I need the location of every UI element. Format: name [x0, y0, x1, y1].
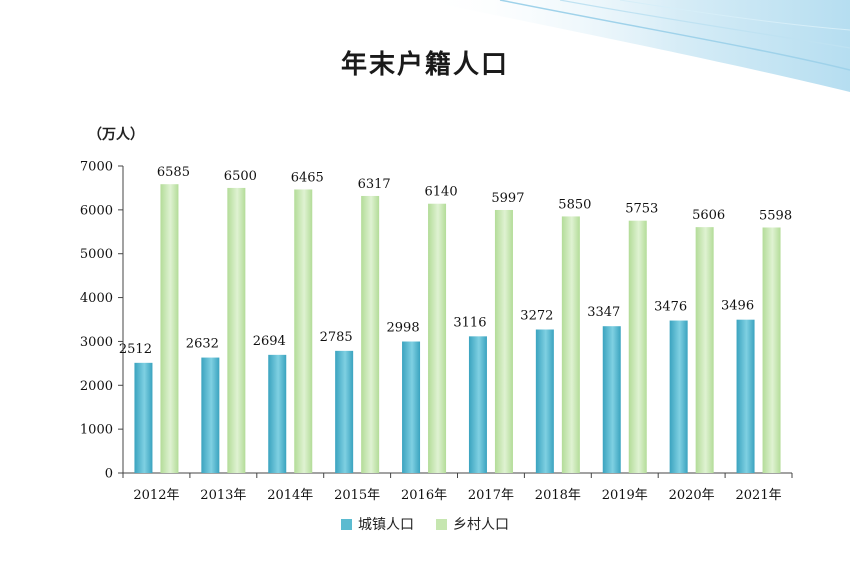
x-tick-label: 2020年	[669, 488, 715, 503]
x-tick-label: 2013年	[200, 488, 246, 503]
data-label-urban: 2785	[320, 330, 353, 345]
decorative-wave-banner	[420, 0, 850, 92]
data-label-rural: 6585	[157, 165, 190, 180]
x-tick-label: 2014年	[267, 488, 313, 503]
bar-urban	[335, 350, 354, 473]
bar-urban	[468, 336, 487, 473]
data-label-rural: 5850	[558, 197, 591, 212]
data-label-rural: 5606	[692, 208, 725, 223]
bar-urban	[602, 326, 621, 473]
bar-rural	[361, 195, 380, 474]
legend-item-urban: 城镇人口	[341, 514, 414, 534]
data-label-rural: 5997	[491, 191, 524, 206]
legend-swatch-rural	[436, 518, 447, 530]
bar-urban	[736, 319, 755, 473]
y-tick-label: 3000	[80, 335, 113, 350]
y-axis-unit-label: （万人）	[88, 127, 144, 143]
chart-legend: 城镇人口 乡村人口	[0, 514, 850, 534]
y-tick-label: 1000	[80, 423, 113, 438]
bar-rural	[294, 189, 313, 474]
data-label-urban: 3476	[654, 300, 687, 315]
bar-urban	[201, 357, 220, 473]
y-tick-label: 5000	[80, 247, 113, 262]
data-label-urban: 2632	[186, 337, 219, 352]
bar-rural	[628, 220, 647, 473]
data-label-urban: 3496	[721, 299, 754, 314]
x-tick-label: 2016年	[401, 488, 447, 503]
x-tick-label: 2017年	[468, 488, 514, 503]
bar-rural	[695, 227, 714, 473]
data-label-rural: 5598	[759, 208, 792, 223]
x-tick-label: 2015年	[334, 488, 380, 503]
legend-swatch-urban	[341, 518, 352, 530]
bar-urban	[134, 362, 153, 473]
data-label-urban: 2998	[387, 321, 420, 336]
bar-rural	[227, 187, 246, 473]
bar-rural	[494, 209, 513, 473]
y-tick-label: 4000	[80, 291, 113, 306]
y-tick-label: 7000	[80, 160, 113, 175]
data-label-rural: 6140	[425, 185, 458, 200]
data-label-rural: 5753	[625, 202, 658, 217]
data-label-urban: 2694	[253, 334, 286, 349]
y-tick-label: 6000	[80, 203, 113, 218]
bar-urban	[535, 329, 554, 473]
bar-urban	[402, 341, 421, 473]
legend-label-rural: 乡村人口	[453, 517, 509, 533]
bar-urban	[669, 320, 688, 473]
x-tick-label: 2021年	[736, 488, 782, 503]
data-label-rural: 6500	[224, 169, 257, 184]
x-tick-label: 2012年	[133, 488, 179, 503]
bar-rural	[428, 203, 447, 473]
x-tick-label: 2019年	[602, 488, 648, 503]
data-label-rural: 6465	[291, 170, 324, 185]
data-label-urban: 3272	[520, 308, 553, 323]
bar-urban	[268, 354, 287, 473]
data-label-urban: 3347	[587, 305, 620, 320]
chart-title: 年末户籍人口	[340, 50, 509, 80]
x-tick-label: 2018年	[535, 488, 581, 503]
bar-rural	[160, 184, 179, 473]
data-label-urban: 2512	[119, 342, 152, 357]
data-label-urban: 3116	[453, 315, 486, 330]
legend-label-urban: 城镇人口	[358, 517, 414, 533]
y-tick-label: 2000	[80, 379, 113, 394]
legend-item-rural: 乡村人口	[436, 514, 509, 534]
y-tick-label: 0	[105, 467, 113, 482]
bar-rural	[561, 216, 580, 473]
data-label-rural: 6317	[358, 177, 391, 192]
bar-rural	[762, 227, 781, 473]
